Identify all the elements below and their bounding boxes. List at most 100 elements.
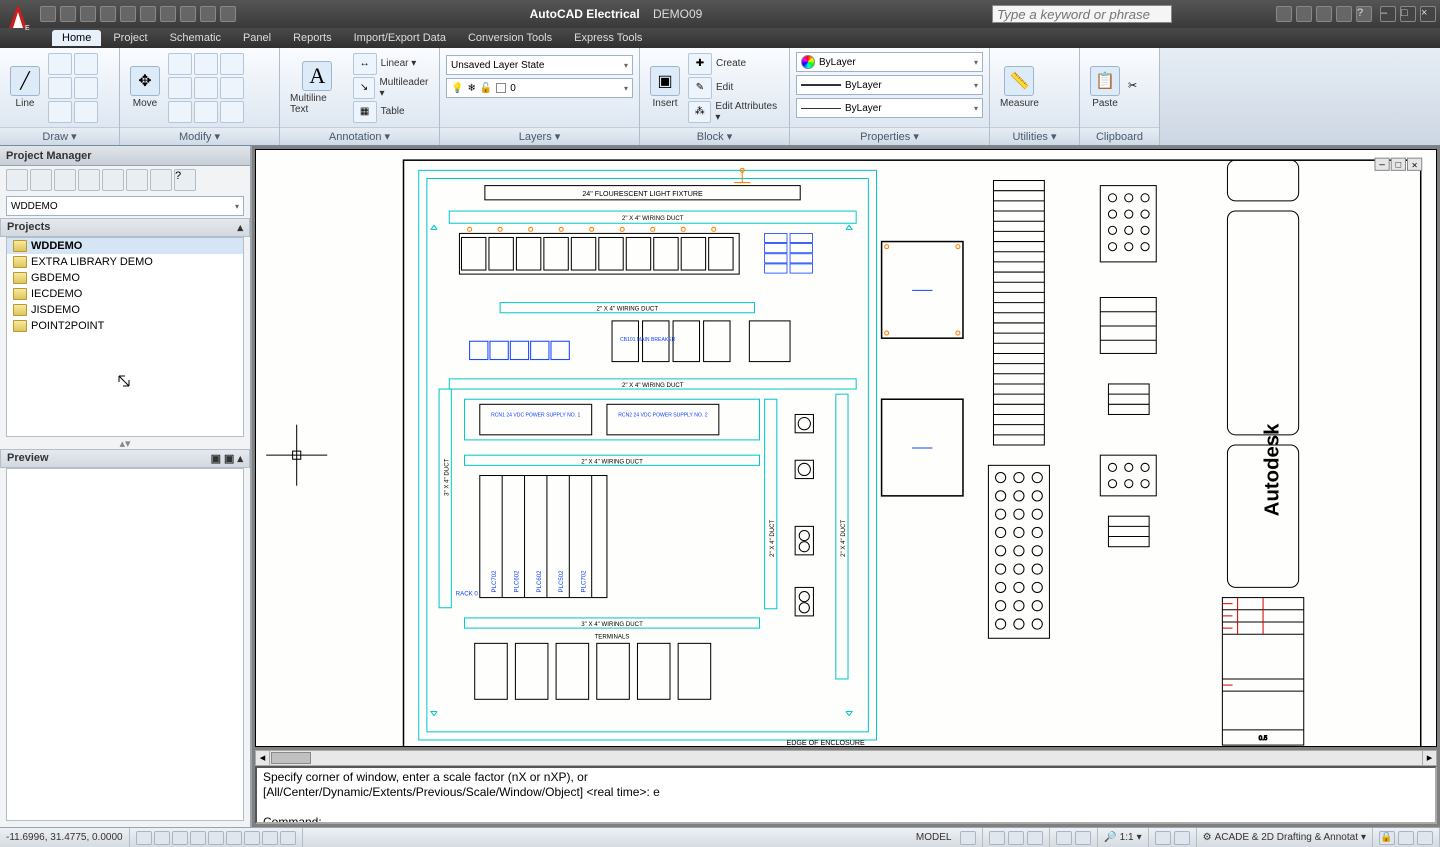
ortho-icon[interactable] (172, 831, 188, 845)
tab-import-export[interactable]: Import/Export Data (344, 30, 456, 46)
anno-tool-icon[interactable] (1075, 831, 1091, 845)
status-tool-icon[interactable] (1417, 831, 1433, 845)
space-toggle[interactable]: MODEL (910, 828, 983, 847)
lineweight-combo[interactable]: ByLayer (796, 75, 983, 95)
draw-tool-icon[interactable] (74, 101, 98, 123)
qat-more-icon[interactable] (220, 6, 236, 22)
close-icon[interactable]: × (1420, 6, 1436, 22)
status-tool-icon[interactable] (989, 831, 1005, 845)
pm-project-combo[interactable]: WDDEMO (6, 196, 244, 216)
key-icon[interactable] (1296, 6, 1312, 22)
line-button[interactable]: ╱Line (6, 64, 44, 111)
modify-tool-icon[interactable] (194, 77, 218, 99)
qat-print-icon[interactable] (140, 6, 156, 22)
table-button[interactable]: ▦Table (353, 101, 433, 123)
block-edit-button[interactable]: ✎Edit (688, 77, 783, 99)
status-tool-icon[interactable] (1027, 831, 1043, 845)
group-label-layers[interactable]: Layers ▾ (440, 127, 639, 145)
pm-new-icon[interactable] (6, 169, 28, 191)
qat-save-icon[interactable] (80, 6, 96, 22)
binoculars-icon[interactable] (1276, 6, 1292, 22)
project-item[interactable]: WDDEMO (7, 238, 243, 254)
color-combo[interactable]: ByLayer (796, 52, 983, 72)
pm-tool-icon[interactable] (150, 169, 172, 191)
draw-tool-icon[interactable] (74, 53, 98, 75)
draw-tool-icon[interactable] (74, 77, 98, 99)
group-label-block[interactable]: Block ▾ (640, 127, 789, 145)
osnap-icon[interactable] (208, 831, 224, 845)
tab-express[interactable]: Express Tools (564, 30, 652, 46)
anno-vis-icon[interactable] (1155, 831, 1171, 845)
qat-undo-icon[interactable] (100, 6, 116, 22)
group-label-utilities[interactable]: Utilities ▾ (990, 127, 1079, 145)
splitter[interactable]: ▴▾ (0, 437, 250, 449)
workspace-switch[interactable]: ⚙ ACADE & 2D Drafting & Annotat ▾ (1197, 828, 1373, 847)
tab-schematic[interactable]: Schematic (160, 30, 231, 46)
modify-tool-icon[interactable] (194, 53, 218, 75)
move-button[interactable]: ✥Move (126, 64, 164, 111)
tab-home[interactable]: Home (52, 30, 101, 46)
group-label-clipboard[interactable]: Clipboard (1080, 127, 1159, 145)
tab-panel[interactable]: Panel (233, 30, 281, 46)
paste-button[interactable]: 📋Paste (1086, 64, 1124, 111)
search-input[interactable] (992, 5, 1172, 23)
help-icon[interactable]: ? (1356, 6, 1372, 22)
lw-icon[interactable] (262, 831, 278, 845)
anno-vis-icon[interactable] (1174, 831, 1190, 845)
layer-combo[interactable]: 💡❄🔓0 (446, 78, 633, 98)
modify-tool-icon[interactable] (168, 53, 192, 75)
minimize-icon[interactable]: – (1380, 6, 1396, 22)
tab-conversion[interactable]: Conversion Tools (458, 30, 562, 46)
qat-next-icon[interactable] (200, 6, 216, 22)
project-item[interactable]: JISDEMO (7, 302, 243, 318)
group-label-modify[interactable]: Modify ▾ (120, 127, 279, 145)
anno-tool-icon[interactable] (1056, 831, 1072, 845)
status-tool-icon[interactable] (1398, 831, 1414, 845)
drawing-canvas[interactable]: 24" FLOURESCENT LIGHT FIXTURE 2" X 4" WI… (255, 149, 1437, 747)
pm-tool-icon[interactable] (102, 169, 124, 191)
qat-redo-icon[interactable] (120, 6, 136, 22)
maximize-icon[interactable]: □ (1400, 6, 1416, 22)
pm-tool-icon[interactable] (126, 169, 148, 191)
grid-icon[interactable] (154, 831, 170, 845)
qp-icon[interactable] (280, 831, 296, 845)
tab-reports[interactable]: Reports (283, 30, 342, 46)
qat-new-icon[interactable] (40, 6, 56, 22)
project-item[interactable]: GBDEMO (7, 270, 243, 286)
pm-help-icon[interactable]: ? (174, 169, 196, 191)
tab-project[interactable]: Project (103, 30, 157, 46)
qat-open-icon[interactable] (60, 6, 76, 22)
command-line[interactable]: Specify corner of window, enter a scale … (255, 766, 1437, 824)
insert-button[interactable]: ▣Insert (646, 64, 684, 111)
status-tool-icon[interactable] (1008, 831, 1024, 845)
mtext-button[interactable]: AMultiline Text (286, 59, 349, 117)
linetype-combo[interactable]: ByLayer (796, 98, 983, 118)
project-item[interactable]: POINT2POINT (7, 318, 243, 334)
modify-tool-icon[interactable] (220, 77, 244, 99)
modify-tool-icon[interactable] (194, 101, 218, 123)
qat-plot-icon[interactable] (160, 6, 176, 22)
project-item[interactable]: EXTRA LIBRARY DEMO (7, 254, 243, 270)
group-label-annotation[interactable]: Annotation ▾ (280, 127, 439, 145)
comm-icon[interactable] (1316, 6, 1332, 22)
pm-tool-icon[interactable] (54, 169, 76, 191)
modify-tool-icon[interactable] (168, 101, 192, 123)
pm-projects-header[interactable]: Projects▴ (0, 218, 250, 237)
multileader-button[interactable]: ↘Multileader ▾ (353, 77, 433, 99)
qat-prev-icon[interactable] (180, 6, 196, 22)
pm-tool-icon[interactable] (78, 169, 100, 191)
pm-tool-icon[interactable] (30, 169, 52, 191)
modify-tool-icon[interactable] (168, 77, 192, 99)
linear-dim-button[interactable]: ↔Linear ▾ (353, 53, 433, 75)
block-create-button[interactable]: ✚Create (688, 53, 783, 75)
draw-tool-icon[interactable] (48, 53, 72, 75)
edit-attr-button[interactable]: ⁂Edit Attributes ▾ (688, 101, 783, 123)
project-item[interactable]: IECDEMO (7, 286, 243, 302)
otrack-icon[interactable] (226, 831, 242, 845)
polar-icon[interactable] (190, 831, 206, 845)
snap-icon[interactable] (136, 831, 152, 845)
pm-preview-header[interactable]: Preview▣ ▣ ▴ (0, 449, 250, 468)
fav-icon[interactable] (1336, 6, 1352, 22)
model-icon[interactable] (960, 831, 976, 845)
modify-tool-icon[interactable] (220, 101, 244, 123)
